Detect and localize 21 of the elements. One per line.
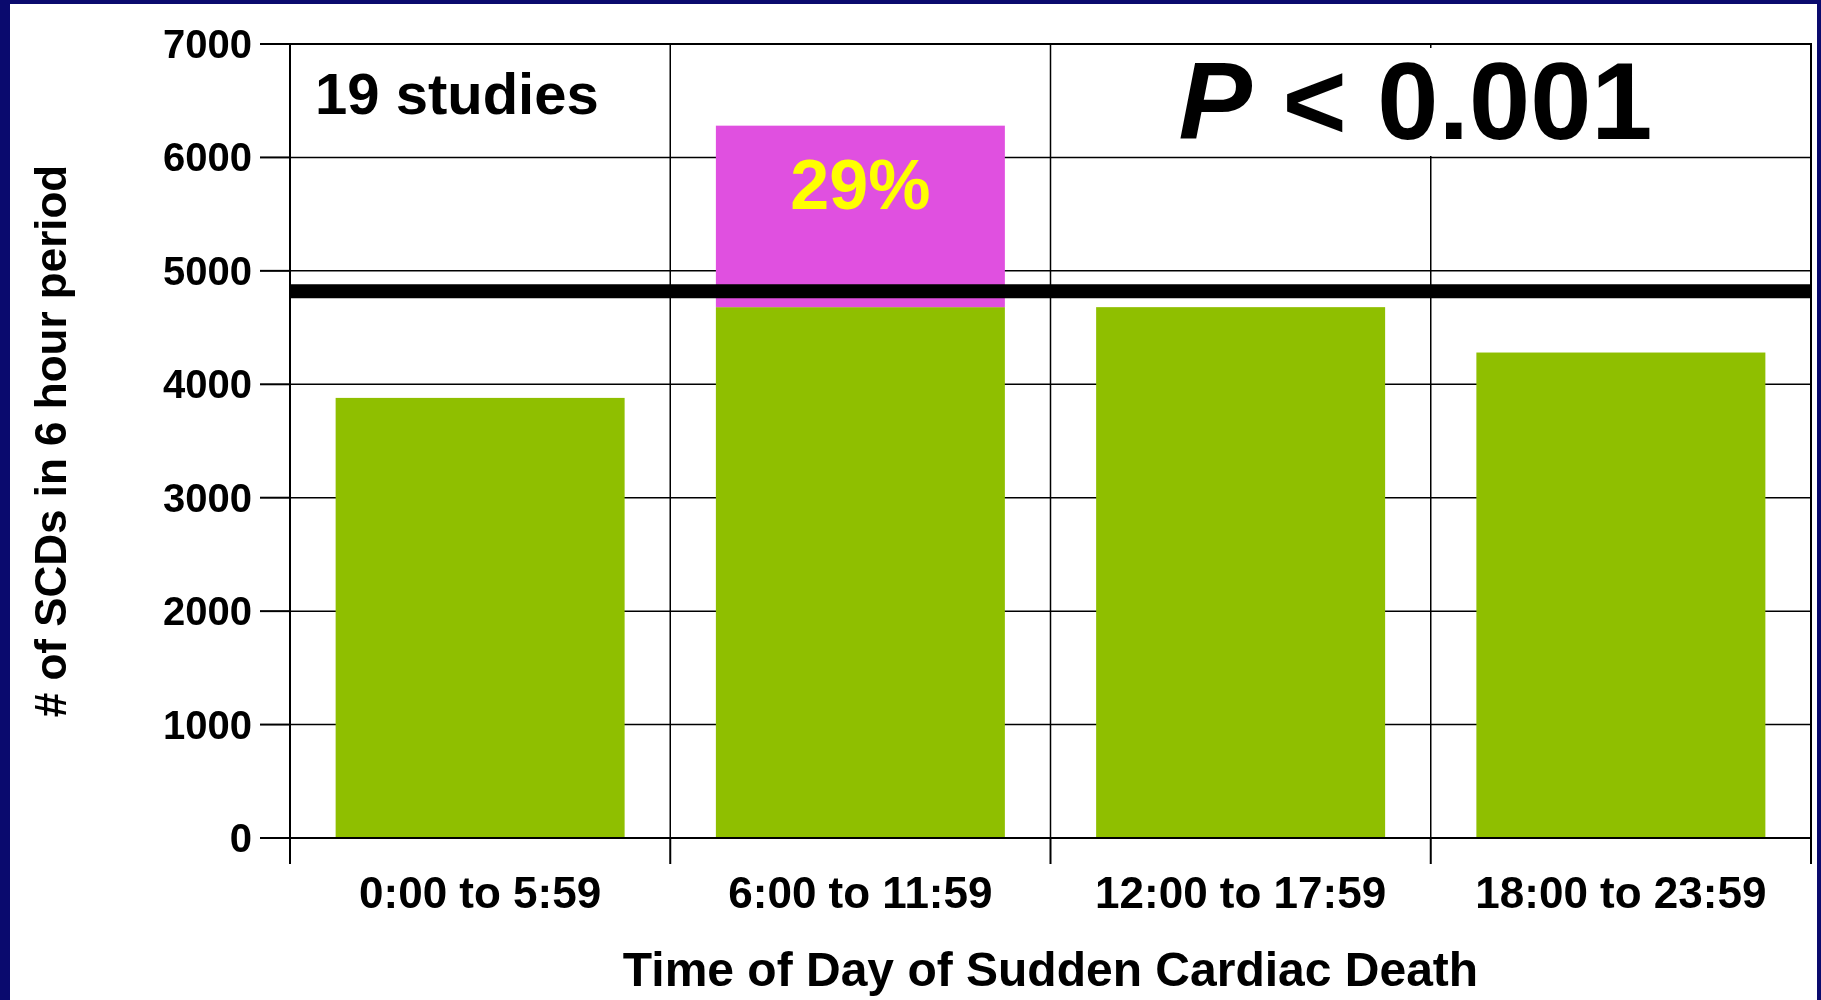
y-tick-label: 3000 (163, 475, 252, 520)
x-tick-label: 6:00 to 11:59 (728, 868, 993, 917)
annotation: P < 0.001 (1178, 39, 1653, 162)
y-tick-label: 7000 (163, 22, 252, 66)
x-tick-label: 18:00 to 23:59 (1475, 868, 1767, 917)
bar (715, 307, 1005, 838)
annotation: 29% (790, 146, 931, 224)
bar (1476, 352, 1766, 838)
y-tick-label: 4000 (163, 362, 252, 407)
x-axis-title: Time of Day of Sudden Cardiac Death (622, 943, 1479, 996)
y-tick-label: 1000 (163, 702, 252, 747)
bar (335, 397, 625, 838)
y-axis-title: # of SCDs in 6 hour period (26, 164, 75, 718)
x-tick-label: 0:00 to 5:59 (359, 868, 602, 917)
y-tick-label: 6000 (163, 135, 252, 180)
y-tick-label: 0 (229, 816, 252, 860)
annotation: 19 studies (315, 61, 599, 126)
y-tick-label: 5000 (163, 248, 252, 293)
x-tick-label: 12:00 to 17:59 (1095, 868, 1387, 917)
y-tick-label: 2000 (163, 589, 252, 634)
bar (1096, 307, 1386, 838)
